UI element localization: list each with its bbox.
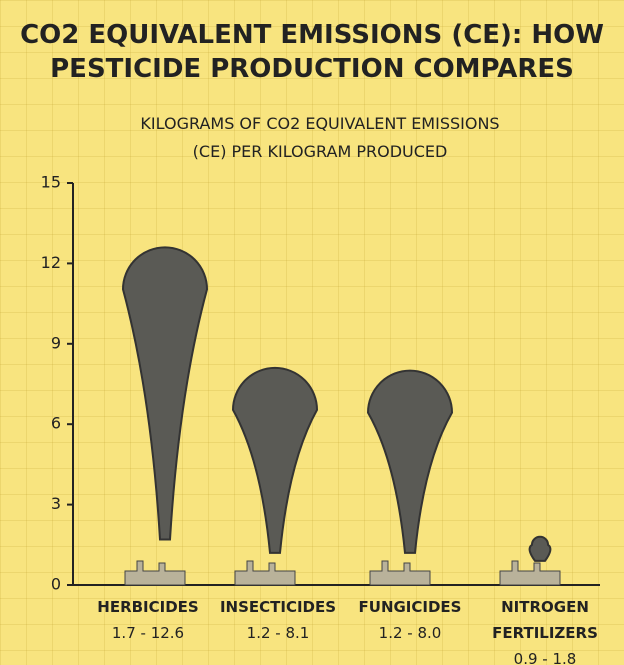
factory: [499, 560, 561, 586]
category: FUNGICIDES 1.2 - 8.0: [350, 594, 470, 646]
value-label: 1.2 - 8.1: [246, 624, 310, 642]
category: INSECTICIDES 1.2 - 8.1: [218, 594, 338, 646]
smoke-plume: [121, 246, 209, 541]
smoke-plume: [231, 367, 319, 554]
factory: [369, 560, 431, 586]
x-tick-label: INSECTICIDES: [219, 598, 337, 616]
category: NITROGEN FERTILIZERS 0.9 - 1.8: [485, 594, 605, 665]
value-label: 0.9 - 1.8: [513, 650, 577, 665]
y-tick-label: 3: [51, 494, 61, 513]
smoke-plume: [366, 369, 454, 554]
y-tick-label: 6: [51, 414, 61, 433]
factory: [124, 560, 186, 586]
value-label: 1.2 - 8.0: [378, 624, 442, 642]
chart-subtitle: KILOGRAMS OF CO2 EQUIVALENT EMISSIONS (C…: [140, 114, 500, 161]
y-tick-label: 12: [41, 253, 61, 272]
factory: [234, 560, 296, 586]
chart-title: CO2 EQUIVALENT EMISSIONS (CE): HOW PESTI…: [20, 20, 604, 84]
x-tick-label: HERBICIDES: [97, 598, 199, 616]
smoke-plume: [528, 535, 552, 562]
category: HERBICIDES 1.7 - 12.6: [88, 594, 208, 646]
x-tick-label: NITROGEN FERTILIZERS: [492, 598, 598, 642]
y-tick-label: 0: [51, 575, 61, 594]
x-tick-label: FUNGICIDES: [358, 598, 462, 616]
y-tick-label: 9: [51, 333, 61, 352]
y-tick-label: 15: [41, 173, 61, 192]
value-label: 1.7 - 12.6: [111, 624, 185, 642]
